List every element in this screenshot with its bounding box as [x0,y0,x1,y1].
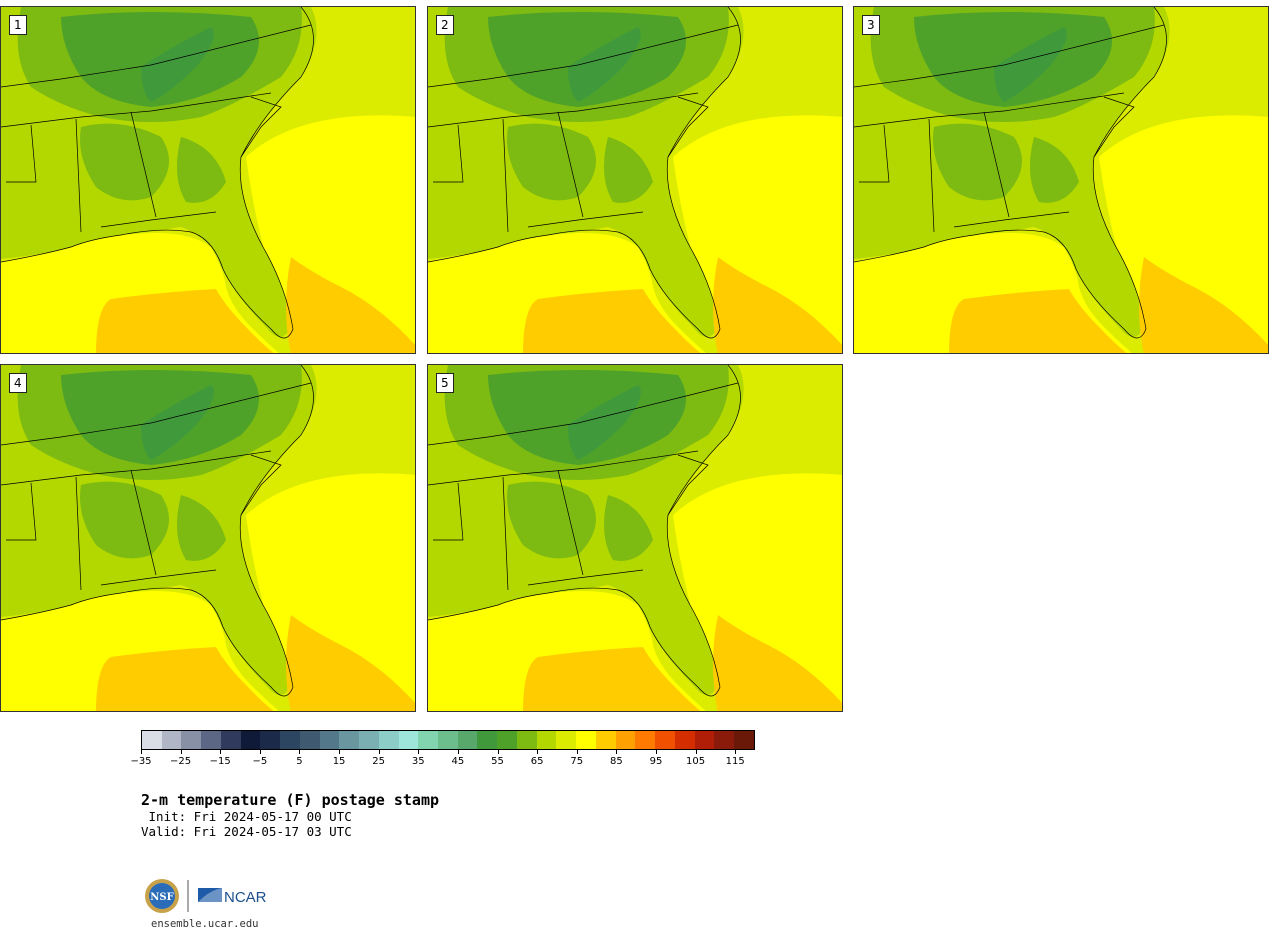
colorbar-tick-label: 115 [725,756,745,767]
colorbar-tick [576,750,578,754]
colorbar-swatch [595,731,616,749]
colorbar-tick [695,750,697,754]
colorbar-swatch [497,731,517,749]
colorbar-swatch [201,731,221,749]
colorbar-swatch [615,731,636,749]
colorbar-tick [457,750,459,754]
colorbar-tick [141,750,142,754]
colorbar-tick-label: 45 [451,756,465,767]
map-panel-5: 5 [427,364,843,712]
colorbar-swatch [220,731,241,749]
colorbar-swatch [438,731,458,749]
colorbar-swatch [240,731,261,749]
temperature-map-5 [428,365,842,711]
plot-title: 2-m temperature (F) postage stamp [141,791,440,809]
colorbar [141,730,755,750]
nsf-logo-icon: NSF [145,879,179,913]
site-url: ensemble.ucar.edu [151,918,259,930]
temperature-map-4 [1,365,415,711]
ncar-logo-text: NCAR [224,889,267,906]
colorbar-tick-label: −25 [170,756,192,767]
colorbar-swatch [319,731,340,749]
colorbar-swatch [694,731,715,749]
colorbar-tick-label: −5 [252,756,268,767]
colorbar-swatch [299,731,320,749]
member-label-4: 4 [9,373,27,393]
colorbar-tick [735,750,737,754]
colorbar-tick-label: 105 [686,756,706,767]
colorbar-swatch [635,731,656,749]
colorbar-tick [655,750,657,754]
colorbar-swatch [556,731,577,749]
colorbar-swatch [260,731,281,749]
colorbar-swatch [734,731,754,749]
colorbar-tick-label: 55 [491,756,504,767]
colorbar-tick [537,750,539,754]
colorbar-tick [378,750,380,754]
colorbar-tick [339,750,341,754]
colorbar-swatch [398,731,419,749]
nsf-logo-text: NSF [150,892,173,903]
colorbar-tick [299,750,301,754]
colorbar-swatch [339,731,360,749]
colorbar-swatch [161,731,182,749]
colorbar-tick [418,750,420,754]
colorbar-swatch [576,731,596,749]
colorbar-swatch [536,731,557,749]
colorbar-tick [497,750,499,754]
colorbar-tick-label: 5 [296,756,303,767]
colorbar-swatch [457,731,478,749]
temperature-map-2 [428,7,842,353]
member-label-3: 3 [862,15,880,35]
colorbar-swatch [418,731,439,749]
colorbar-tick-label: 25 [372,756,386,767]
colorbar-swatch [359,731,379,749]
colorbar-tick [180,750,182,754]
map-panel-1: 1 [0,6,416,354]
member-label-1: 1 [9,15,27,35]
colorbar-tick-label: 65 [530,756,544,767]
member-label-2: 2 [436,15,454,35]
colorbar-swatch [477,731,498,749]
init-time: Init: Fri 2024-05-17 00 UTC [141,809,352,824]
colorbar-swatch [378,731,399,749]
colorbar-tick [259,750,261,754]
colorbar-swatch [181,731,202,749]
colorbar-tick [616,750,618,754]
colorbar-tick-label: 75 [570,756,584,767]
colorbar-swatch [714,731,735,749]
colorbar-tick [220,750,222,754]
valid-time: Valid: Fri 2024-05-17 03 UTC [141,824,352,839]
colorbar-tick-label: 35 [411,756,425,767]
colorbar-tick-label: −15 [209,756,231,767]
ncar-logo-icon: NCAR [198,888,267,906]
colorbar-swatch [280,731,300,749]
colorbar-swatch [674,731,695,749]
map-panel-2: 2 [427,6,843,354]
colorbar-ticks: −35 −25 −15 −5 5 15 25 35 45 55 65 75 85 95 105 115 [130,750,755,772]
map-panel-4: 4 [0,364,416,712]
colorbar-tick-label: 95 [649,756,663,767]
colorbar-tick-label: 15 [332,756,346,767]
temperature-map-1 [1,7,415,353]
colorbar-swatch [516,731,537,749]
colorbar-swatch [655,731,675,749]
map-panel-3: 3 [853,6,1269,354]
colorbar-swatch [142,731,162,749]
temperature-map-3 [854,7,1268,353]
colorbar-tick-label: 85 [609,756,623,767]
member-label-5: 5 [436,373,454,393]
logos: NSF NCAR [144,876,284,916]
colorbar-tick-label: −35 [130,756,152,767]
